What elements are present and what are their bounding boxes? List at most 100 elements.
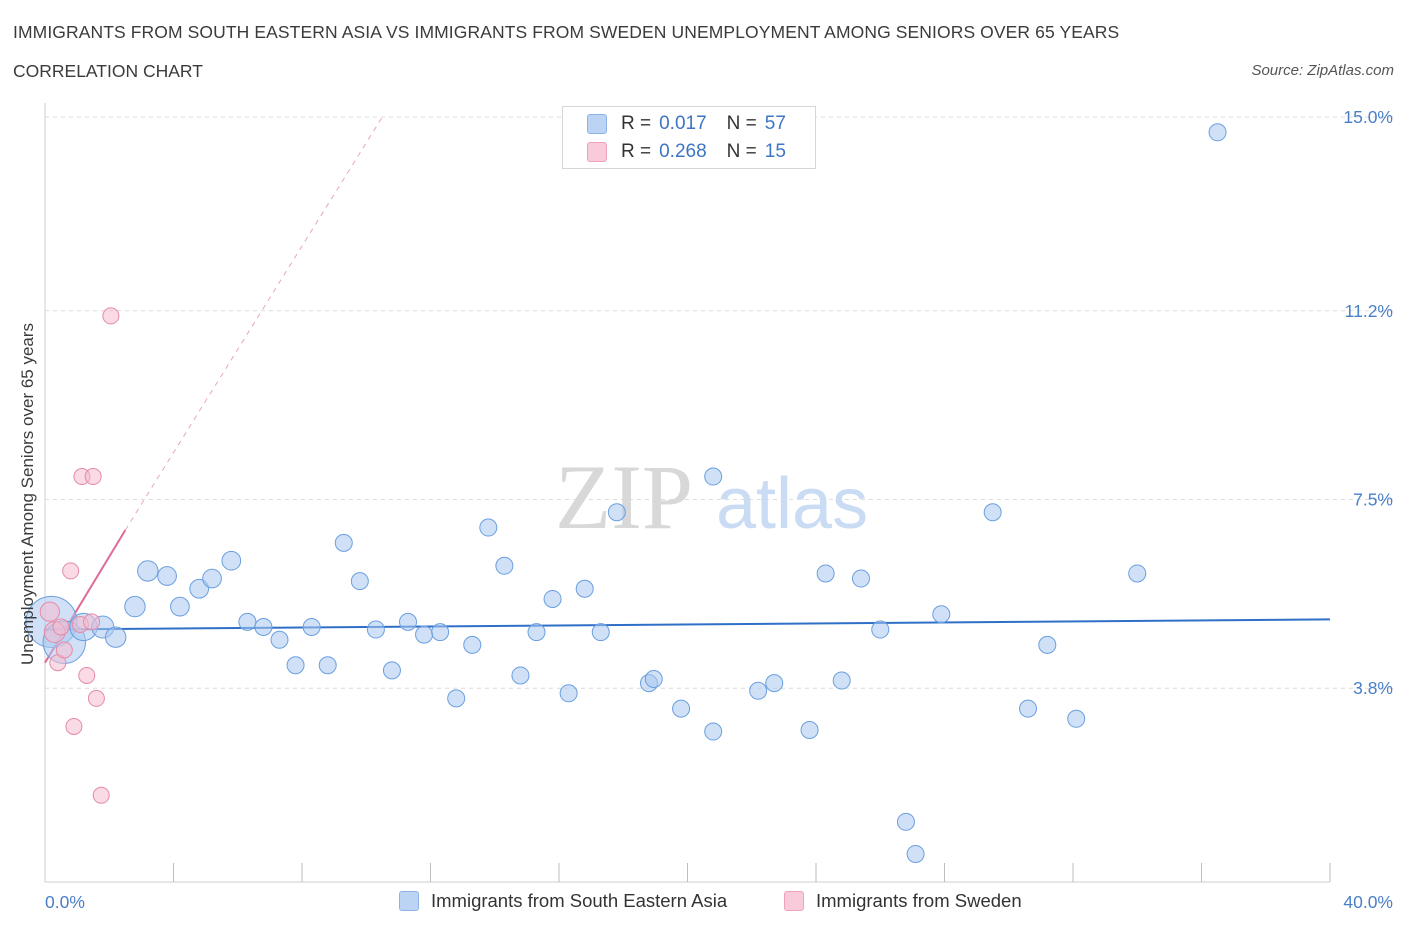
data-point-sea <box>479 518 498 537</box>
data-point-sweden <box>55 641 73 659</box>
y-tick-label: 15.0% <box>1343 107 1393 127</box>
data-point-sea <box>932 605 951 624</box>
data-point-sea <box>189 578 210 599</box>
data-point-sea <box>170 596 190 617</box>
data-point-sea <box>832 671 851 690</box>
correlation-legend: R = 0.017 N = 57 R = 0.268 N = 15 <box>562 106 816 169</box>
data-points <box>25 123 1227 863</box>
legend-row-blue: R = 0.017 N = 57 <box>587 112 786 136</box>
source-label: Source: ZipAtlas.com <box>1251 62 1394 79</box>
data-point-sea <box>851 569 870 588</box>
data-point-sea <box>871 620 890 639</box>
axes <box>44 103 1331 883</box>
legend-r-value: 0.268 <box>659 141 707 162</box>
data-point-sea <box>221 550 242 571</box>
y-tick-label: 7.5% <box>1353 490 1393 510</box>
data-point-sea <box>431 623 450 642</box>
axis-labels: 3.8% 7.5% 11.2% 15.0% 0.0% 40.0% <box>45 107 1393 912</box>
data-point-sweden <box>62 562 80 580</box>
data-point-sweden <box>65 717 83 735</box>
y-tick-label: 11.2% <box>1345 301 1393 321</box>
trend-line-sea <box>44 618 1331 631</box>
series-label-sweden: Immigrants from Sweden <box>816 890 1022 911</box>
trend-line-sweden-extended <box>124 116 383 531</box>
data-point-sea <box>382 661 401 680</box>
data-point-sea <box>527 623 546 642</box>
x-tick-label: 40.0% <box>1343 892 1393 912</box>
data-point-sea <box>202 568 222 589</box>
data-point-sea <box>672 699 691 718</box>
data-point-sea <box>749 681 768 700</box>
data-point-sea <box>254 618 273 636</box>
legend-swatch-pink <box>587 142 607 162</box>
data-point-sea <box>366 620 385 639</box>
legend-r-label: R = <box>621 141 652 162</box>
watermark-atlas: atlas <box>716 464 868 544</box>
data-point-sea <box>399 612 418 631</box>
data-point-sea <box>800 721 819 740</box>
data-point-sea <box>607 503 626 522</box>
data-point-sea <box>495 556 514 575</box>
data-point-sea <box>463 635 482 654</box>
legend-swatch-blue <box>587 114 607 134</box>
data-point-sweden <box>84 468 102 486</box>
data-point-sweden <box>102 307 120 325</box>
legend-row-pink: R = 0.268 N = 15 <box>587 140 786 164</box>
data-point-sweden <box>92 786 110 804</box>
data-point-sea <box>447 689 466 708</box>
data-point-sea <box>124 595 146 618</box>
data-point-sea <box>896 812 915 831</box>
x-tick-label: 0.0% <box>45 892 85 912</box>
data-point-sea <box>983 503 1002 522</box>
chart-title: IMMIGRANTS FROM SOUTH EASTERN ASIA VS IM… <box>13 22 1120 42</box>
series-swatch-pink <box>784 891 804 911</box>
data-point-sea <box>906 844 925 863</box>
data-point-sea <box>286 656 305 675</box>
legend-r-label: R = <box>621 113 652 134</box>
data-point-sea <box>816 564 835 583</box>
data-point-sweden <box>87 689 105 707</box>
y-tick-label: 3.8% <box>1353 678 1393 698</box>
data-point-sea <box>334 533 353 552</box>
data-point-sea <box>104 626 127 648</box>
series-swatch-blue <box>399 891 419 911</box>
data-point-sea <box>704 467 723 486</box>
data-point-sea <box>591 623 610 642</box>
data-point-sea <box>704 722 723 741</box>
legend-n-label: N = <box>726 113 757 134</box>
data-point-sweden <box>78 666 96 684</box>
watermark: ZIP atlas <box>555 446 868 548</box>
legend-n-label: N = <box>726 141 757 162</box>
data-point-sea <box>1019 699 1038 718</box>
data-point-sea <box>644 670 663 689</box>
data-point-sea <box>157 566 177 586</box>
data-point-sea <box>1038 635 1057 654</box>
watermark-zip: ZIP <box>555 446 693 548</box>
series-legend-sea: Immigrants from South Eastern Asia <box>399 890 727 912</box>
legend-n-value: 57 <box>764 113 786 134</box>
data-point-sea <box>1208 123 1227 142</box>
data-point-sea <box>137 560 159 582</box>
data-point-sea <box>559 684 578 703</box>
data-point-sea <box>511 666 530 685</box>
y-axis-label: Unemployment Among Seniors over 65 years <box>18 323 37 665</box>
data-point-sea <box>415 625 434 644</box>
data-point-sweden <box>52 618 70 636</box>
data-point-sea <box>543 589 562 608</box>
data-point-sea <box>270 630 289 649</box>
series-label-sea: Immigrants from South Eastern Asia <box>431 890 728 911</box>
chart-subtitle: CORRELATION CHART <box>13 61 203 81</box>
data-point-sea <box>350 572 369 591</box>
grid-lines <box>45 116 1395 689</box>
data-point-sweden <box>39 601 60 622</box>
data-point-sea <box>318 656 337 675</box>
data-point-sea <box>238 612 257 631</box>
series-legend-sweden: Immigrants from Sweden <box>784 890 1022 912</box>
data-point-sea <box>1067 709 1086 728</box>
legend-r-value: 0.017 <box>659 113 707 134</box>
data-point-sea <box>575 579 594 598</box>
data-point-sea <box>765 674 784 693</box>
data-point-sea <box>1128 564 1147 583</box>
legend-n-value: 15 <box>764 141 786 162</box>
